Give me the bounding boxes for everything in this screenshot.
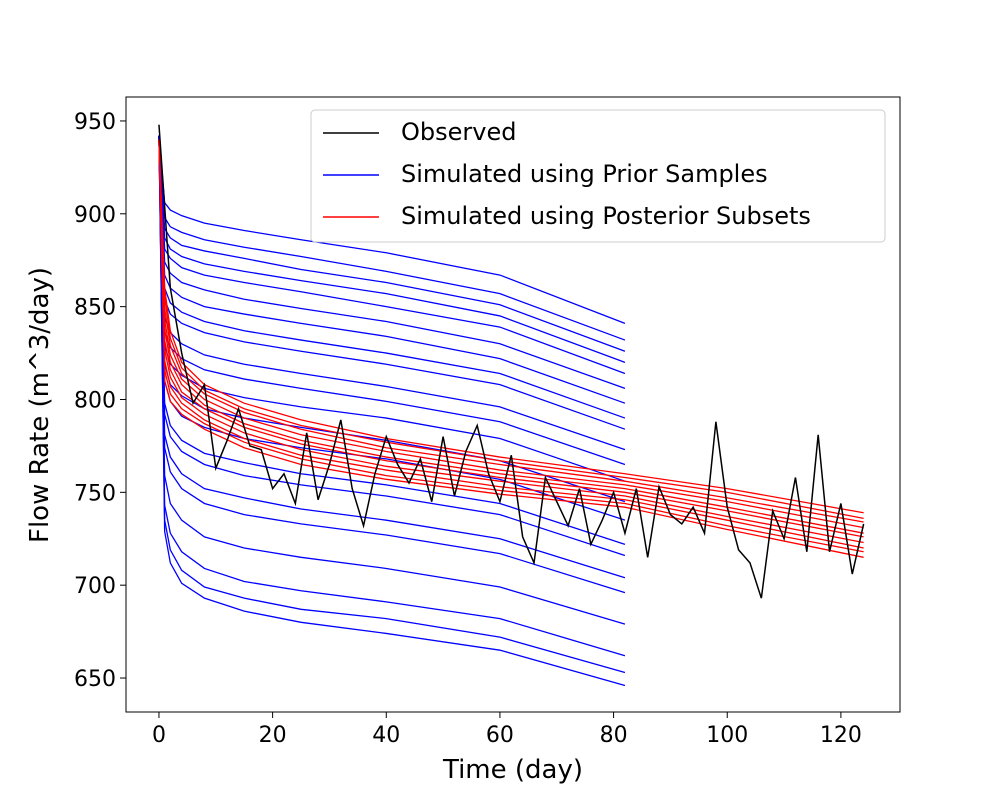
y-tick-label: 850 <box>74 296 116 321</box>
y-tick-label: 650 <box>74 667 116 692</box>
series-line <box>158 135 626 625</box>
series-line <box>158 139 864 549</box>
axes-frame <box>125 96 901 713</box>
y-tick-label: 950 <box>74 110 116 135</box>
x-tick-label: 20 <box>259 723 287 748</box>
series-line <box>158 139 864 523</box>
series-line <box>158 135 626 657</box>
x-tick-label: 60 <box>486 723 514 748</box>
y-tick-label: 700 <box>74 574 116 599</box>
legend-label: Simulated using Posterior Subsets <box>401 202 811 230</box>
series-line <box>158 135 626 594</box>
series-line <box>158 135 626 557</box>
y-tick-label: 800 <box>74 388 116 413</box>
series-line <box>158 124 865 599</box>
series-line <box>158 135 626 579</box>
series-line <box>158 135 626 389</box>
series-line <box>158 135 626 324</box>
series-line <box>158 135 626 545</box>
x-tick-label: 0 <box>152 723 166 748</box>
legend-label: Observed <box>401 118 516 146</box>
series-line <box>158 135 626 419</box>
legend-box <box>310 109 886 243</box>
plot-lines <box>158 124 865 687</box>
series-line <box>158 135 626 404</box>
series-line <box>158 139 864 529</box>
y-tick-label: 750 <box>74 481 116 506</box>
series-line <box>158 139 864 534</box>
series-line <box>158 139 864 553</box>
series-line <box>158 139 864 544</box>
x-axis-label: Time (day) <box>442 755 583 785</box>
series-line <box>158 135 626 352</box>
series-line <box>158 135 626 687</box>
y-axis-label: Flow Rate (m^3/day) <box>25 267 55 543</box>
legend-label: Simulated using Prior Samples <box>401 160 768 188</box>
series-line <box>158 139 864 519</box>
x-tick-label: 100 <box>706 723 748 748</box>
series-line <box>158 139 864 558</box>
series-line <box>158 135 626 341</box>
series-line <box>158 139 864 538</box>
series-line <box>158 135 626 674</box>
series-line <box>158 139 864 514</box>
x-tick-label: 40 <box>372 723 400 748</box>
x-tick-label: 120 <box>820 723 862 748</box>
y-tick-label: 900 <box>74 203 116 228</box>
x-tick-label: 80 <box>600 723 628 748</box>
